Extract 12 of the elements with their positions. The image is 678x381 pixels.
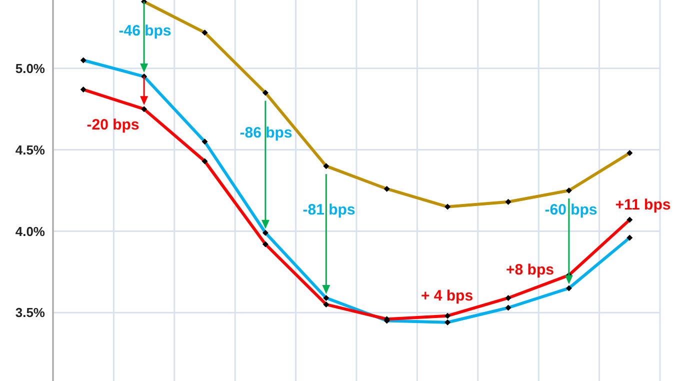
annotation: +8 bps [506,262,554,278]
y-tick-label: 3.5% [15,305,46,320]
annotation: -46 bps [118,22,172,40]
annotation: + 4 bps [420,288,474,304]
annotation: -81 bps [302,202,356,218]
annotation: +11 bps [615,196,671,214]
y-tick-label: 5.0% [15,61,46,76]
y-tick-label: 4.5% [15,142,46,158]
annotation: -86 bps [240,124,292,142]
y-tick-label: 4.0% [15,224,46,239]
annotation: -60 bps [544,202,598,218]
annotation: -20 bps [86,116,140,134]
